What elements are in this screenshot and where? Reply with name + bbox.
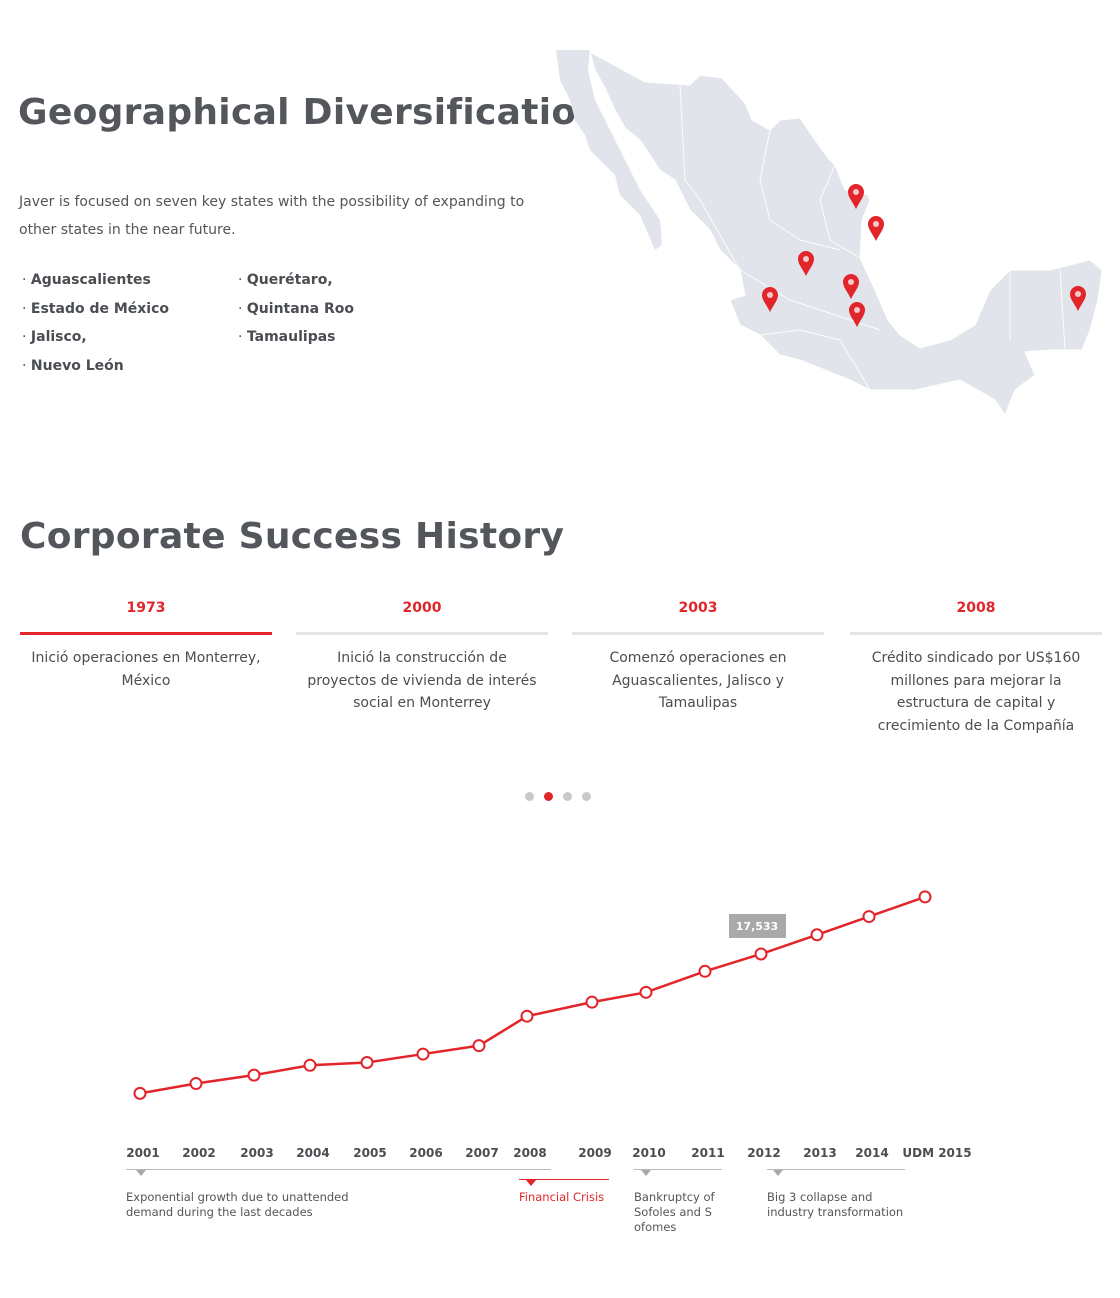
era-text: Big 3 collapse and industry transformati…	[767, 1190, 904, 1219]
tab-underline	[20, 632, 272, 635]
map-pin-icon	[849, 302, 865, 327]
map-pin-icon	[843, 274, 859, 299]
data-point-2008[interactable]	[520, 1009, 534, 1023]
history-tab-2008[interactable]: 2008 Crédito sindicado por US$160 millone…	[850, 600, 1102, 737]
history-text: Crédito sindicado por US$160 millones pa…	[871, 650, 1081, 734]
era-marker-icon	[773, 1170, 783, 1176]
data-point-2010[interactable]	[639, 985, 653, 999]
history-year: 2008	[956, 600, 996, 616]
mexico-map	[556, 50, 1103, 417]
carousel-dot[interactable]	[582, 792, 591, 801]
era-line	[767, 1169, 905, 1170]
history-tab-2003[interactable]: 2003 Comenzó operaciones en Aguascaliente…	[572, 600, 824, 715]
state-item: Nuevo León	[22, 358, 169, 387]
era-marker-icon	[641, 1170, 651, 1176]
data-label-box	[729, 913, 786, 938]
data-point-2002[interactable]	[189, 1077, 203, 1091]
history-text: Comenzó operaciones en Aguascalientes, J…	[609, 650, 787, 711]
era-line	[126, 1169, 551, 1170]
data-point-2012[interactable]	[754, 947, 768, 961]
x-tick-label: 2008	[513, 1146, 547, 1160]
x-tick-label: 2010	[632, 1146, 666, 1160]
data-point-2014[interactable]	[862, 910, 876, 924]
data-point-2001[interactable]	[133, 1086, 147, 1100]
tab-underline	[572, 632, 824, 635]
map-pin-icon	[848, 184, 864, 209]
history-text: Inició operaciones en Monterrey, México	[31, 650, 261, 689]
x-tick-label: 2013	[803, 1146, 837, 1160]
tab-underline	[850, 632, 1102, 635]
x-tick-label: 2001	[126, 1146, 160, 1160]
data-point-2004[interactable]	[303, 1058, 317, 1072]
era-text: Bankruptcy of Sofoles and S ofomes	[634, 1190, 715, 1234]
carousel-dot[interactable]	[544, 792, 553, 801]
state-item: Querétaro,	[238, 272, 354, 301]
history-tab-2000[interactable]: 2000 Inició la construcción de proyectos …	[296, 600, 548, 715]
data-point-2013[interactable]	[810, 928, 824, 942]
x-tick-label: 2014	[855, 1146, 889, 1160]
x-tick-label: UDM 2015	[902, 1146, 972, 1160]
x-tick-label: 2005	[353, 1146, 387, 1160]
map-pin-icon	[1070, 286, 1086, 311]
geo-title: Geographical Diversification	[18, 92, 603, 133]
history-year: 2003	[678, 600, 718, 616]
carousel-dot[interactable]	[525, 792, 534, 801]
history-year: 1973	[126, 600, 166, 616]
era-marker-icon	[526, 1180, 536, 1186]
tab-underline	[296, 632, 548, 635]
series-line	[139, 895, 926, 1095]
data-point-2006[interactable]	[416, 1047, 430, 1061]
era-line	[634, 1169, 722, 1170]
data-label: 17,533	[736, 920, 778, 933]
carousel-dot[interactable]	[563, 792, 572, 801]
data-point-2003[interactable]	[247, 1068, 261, 1082]
map-pin-icon	[762, 287, 778, 312]
x-tick-label: 2003	[240, 1146, 274, 1160]
x-tick-label: 2009	[578, 1146, 612, 1160]
geo-intro: Javer is focused on seven key states wit…	[19, 194, 525, 238]
state-item: Quintana Roo	[238, 301, 354, 330]
data-point-2007[interactable]	[472, 1039, 486, 1053]
growth-line-chart: 17,533	[133, 890, 932, 1100]
era-marker-icon	[136, 1170, 146, 1176]
data-point-2009[interactable]	[585, 995, 599, 1009]
map-pin-icon	[868, 216, 884, 241]
data-point-2011[interactable]	[698, 964, 712, 978]
x-tick-label: 2007	[465, 1146, 499, 1160]
state-item: Tamaulipas	[238, 329, 354, 358]
map-pin-icon	[798, 251, 814, 276]
states-list-2: Querétaro, Quintana Roo Tamaulipas	[238, 272, 354, 358]
state-item: Estado de México	[22, 301, 169, 330]
era-line	[519, 1179, 609, 1180]
states-list-1: Aguascalientes Estado de México Jalisco,…	[22, 272, 169, 386]
x-tick-label: 2011	[691, 1146, 725, 1160]
x-tick-label: 2002	[182, 1146, 216, 1160]
data-point-2005[interactable]	[360, 1055, 374, 1069]
state-item: Jalisco,	[22, 329, 169, 358]
history-title: Corporate Success History	[20, 516, 565, 557]
era-text: Exponential growth due to unattended dem…	[126, 1190, 349, 1219]
x-tick-label: 2012	[747, 1146, 781, 1160]
history-year: 2000	[402, 600, 442, 616]
era-text: Financial Crisis	[519, 1190, 605, 1204]
x-tick-label: 2006	[409, 1146, 443, 1160]
history-tab-1973[interactable]: 1973 Inició operaciones en Monterrey, Méx…	[20, 600, 272, 692]
state-item: Aguascalientes	[22, 272, 169, 301]
history-text: Inició la construcción de proyectos de v…	[307, 650, 537, 711]
x-tick-label: 2004	[296, 1146, 330, 1160]
data-point-UDM 2015[interactable]	[918, 890, 932, 904]
